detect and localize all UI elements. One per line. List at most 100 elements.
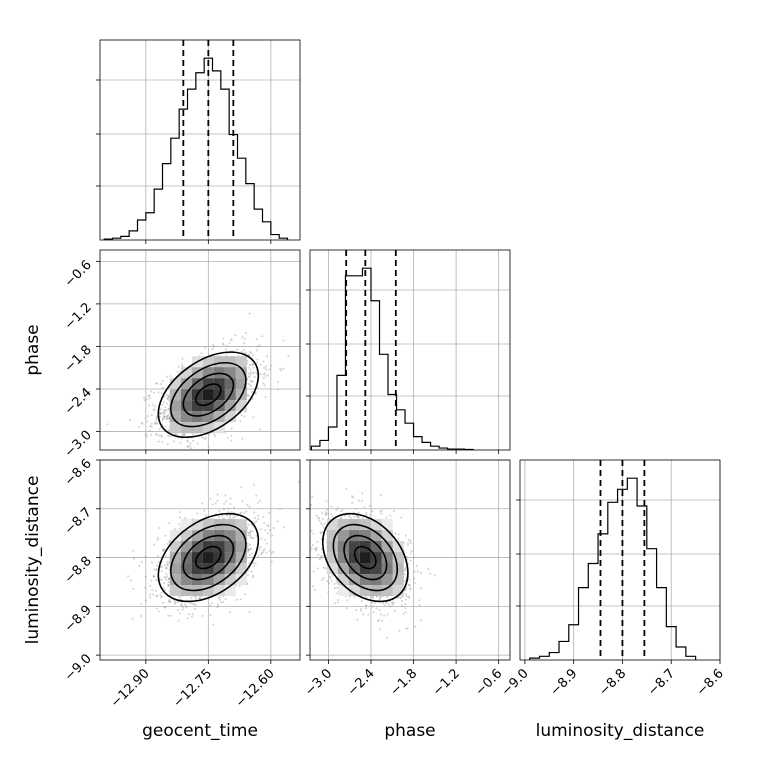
joint-geocent-time-phase-point (164, 411, 167, 414)
joint-geocent-time-luminosity-distance-point (265, 551, 268, 554)
joint-geocent-time-phase-point (179, 441, 182, 444)
joint-geocent-time-phase-point (166, 415, 169, 418)
joint-phase-luminosity-distance-point (339, 516, 342, 519)
joint-geocent-time-luminosity-distance-point (152, 575, 155, 578)
joint-geocent-time-phase-density-cell (224, 378, 236, 390)
joint-geocent-time-phase-point (160, 383, 163, 386)
joint-geocent-time-luminosity-distance-point (216, 603, 219, 606)
joint-geocent-time-luminosity-distance-point (225, 500, 228, 503)
joint-geocent-time-phase-point (211, 348, 214, 351)
joint-geocent-time-phase-point (168, 417, 171, 420)
joint-geocent-time-luminosity-distance-point (218, 516, 221, 519)
joint-geocent-time-phase-density-cell (235, 367, 247, 379)
joint-phase-luminosity-distance-point (380, 512, 383, 515)
joint-geocent-time-luminosity-distance-density-cell (224, 563, 236, 575)
joint-phase-luminosity-distance-density-cell (348, 585, 360, 597)
joint-geocent-time-phase-point (248, 366, 251, 369)
joint-geocent-time-luminosity-distance-density-cell (235, 519, 247, 531)
joint-geocent-time-phase-point (230, 338, 233, 341)
joint-phase-luminosity-distance-point (335, 509, 338, 512)
joint-geocent-time-luminosity-distance-point (246, 542, 249, 545)
joint-phase-luminosity-distance-point (403, 573, 406, 576)
joint-phase-luminosity-distance-point (321, 523, 324, 526)
joint-phase-luminosity-distance-point (337, 599, 340, 602)
joint-geocent-time-luminosity-distance-point (155, 595, 158, 598)
joint-geocent-time-phase-point (169, 375, 172, 378)
joint-geocent-time-luminosity-distance-point (256, 501, 259, 504)
joint-phase-luminosity-distance-point (413, 570, 416, 573)
joint-geocent-time-luminosity-distance-point (228, 514, 231, 517)
joint-geocent-time-luminosity-distance-point (249, 536, 252, 539)
joint-geocent-time-luminosity-distance-contour (157, 512, 260, 603)
joint-geocent-time-luminosity-distance-point (211, 602, 214, 605)
joint-geocent-time-luminosity-distance-point (156, 594, 159, 597)
joint-geocent-time-luminosity-distance-point (178, 523, 181, 526)
joint-geocent-time-luminosity-distance-point (168, 600, 171, 603)
joint-geocent-time-luminosity-distance-point (168, 599, 171, 602)
joint-phase-luminosity-distance-point (333, 587, 336, 590)
joint-geocent-time-luminosity-distance-point (165, 566, 168, 569)
joint-phase-luminosity-distance-point (379, 596, 382, 599)
joint-geocent-time-luminosity-distance-density-cell (180, 541, 192, 553)
joint-phase-luminosity-distance-point (321, 555, 324, 558)
joint-geocent-time-luminosity-distance-density-cell (191, 541, 203, 553)
joint-geocent-time-phase-density-cell (191, 378, 203, 390)
joint-geocent-time-phase-point (249, 371, 252, 374)
joint-geocent-time-phase-point (157, 440, 160, 443)
joint-geocent-time-phase-point (204, 437, 207, 440)
joint-phase-luminosity-distance-point (376, 619, 379, 622)
plot-background-layer (100, 40, 721, 660)
joint-phase-luminosity-distance-point (401, 595, 404, 598)
joint-geocent-time-luminosity-distance-point (212, 623, 215, 626)
joint-phase-luminosity-distance-point (331, 515, 334, 518)
joint-geocent-time-phase-point (244, 331, 247, 334)
joint-phase-luminosity-distance-point (341, 508, 344, 511)
joint-phase-luminosity-distance-point (312, 532, 315, 535)
joint-geocent-time-phase-point (166, 397, 169, 400)
joint-geocent-time-luminosity-distance-point (257, 555, 260, 558)
joint-geocent-time-luminosity-distance-point (268, 511, 271, 514)
joint-phase-luminosity-distance-point (393, 609, 396, 612)
joint-geocent-time-luminosity-distance-point (297, 480, 300, 483)
joint-geocent-time-luminosity-distance-point (263, 522, 266, 525)
joint-phase-luminosity-distance-point (387, 603, 390, 606)
joint-geocent-time-phase-point (186, 445, 189, 448)
joint-phase-luminosity-distance-point (378, 619, 381, 622)
joint-geocent-time-luminosity-distance-point (180, 604, 183, 607)
joint-geocent-time-phase-density-cell (169, 411, 181, 423)
joint-geocent-time-phase-density-cell (191, 422, 203, 434)
joint-geocent-time-luminosity-distance-point (230, 511, 233, 514)
joint-phase-luminosity-distance-point (317, 516, 320, 519)
joint-geocent-time-luminosity-distance-point (164, 534, 167, 537)
joint-geocent-time-luminosity-distance-point (194, 603, 197, 606)
joint-geocent-time-phase-point (163, 409, 166, 412)
joint-geocent-time-luminosity-distance-point (248, 554, 251, 557)
joint-geocent-time-luminosity-distance-point (173, 528, 176, 531)
joint-phase-luminosity-distance-point (404, 588, 407, 591)
joint-geocent-time-luminosity-distance-point (163, 576, 166, 579)
joint-geocent-time-phase-point (251, 397, 254, 400)
joint-phase-luminosity-distance-point (302, 539, 304, 541)
joint-geocent-time-phase-point (148, 397, 151, 400)
joint-phase-luminosity-distance-point (331, 580, 334, 583)
joint-geocent-time-luminosity-distance-point (166, 575, 169, 578)
joint-geocent-time-phase-point (247, 382, 250, 385)
joint-geocent-time-luminosity-distance-point (247, 550, 250, 553)
joint-geocent-time-phase-point (150, 390, 153, 393)
joint-phase-luminosity-distance-point (324, 567, 327, 570)
joint-phase-luminosity-distance-point (398, 629, 401, 632)
joint-geocent-time-phase-point (251, 381, 254, 384)
joint-geocent-time-luminosity-distance-point (222, 600, 225, 603)
joint-geocent-time-phase-point (258, 344, 261, 347)
joint-geocent-time-luminosity-distance-density-cell (169, 541, 181, 553)
joint-geocent-time-luminosity-distance-point (168, 577, 171, 580)
joint-geocent-time-luminosity-distance-point (189, 602, 192, 605)
joint-phase-luminosity-distance-point (389, 514, 392, 517)
joint-phase-luminosity-distance-point (399, 596, 402, 599)
joint-geocent-time-phase-point (280, 369, 283, 372)
joint-geocent-time-luminosity-distance-density-cell (169, 563, 181, 575)
joint-geocent-time-phase-point (167, 408, 170, 411)
joint-geocent-time-luminosity-distance-point (199, 597, 202, 600)
joint-geocent-time-luminosity-distance-point (163, 606, 166, 609)
joint-geocent-time-phase-point (153, 408, 156, 411)
